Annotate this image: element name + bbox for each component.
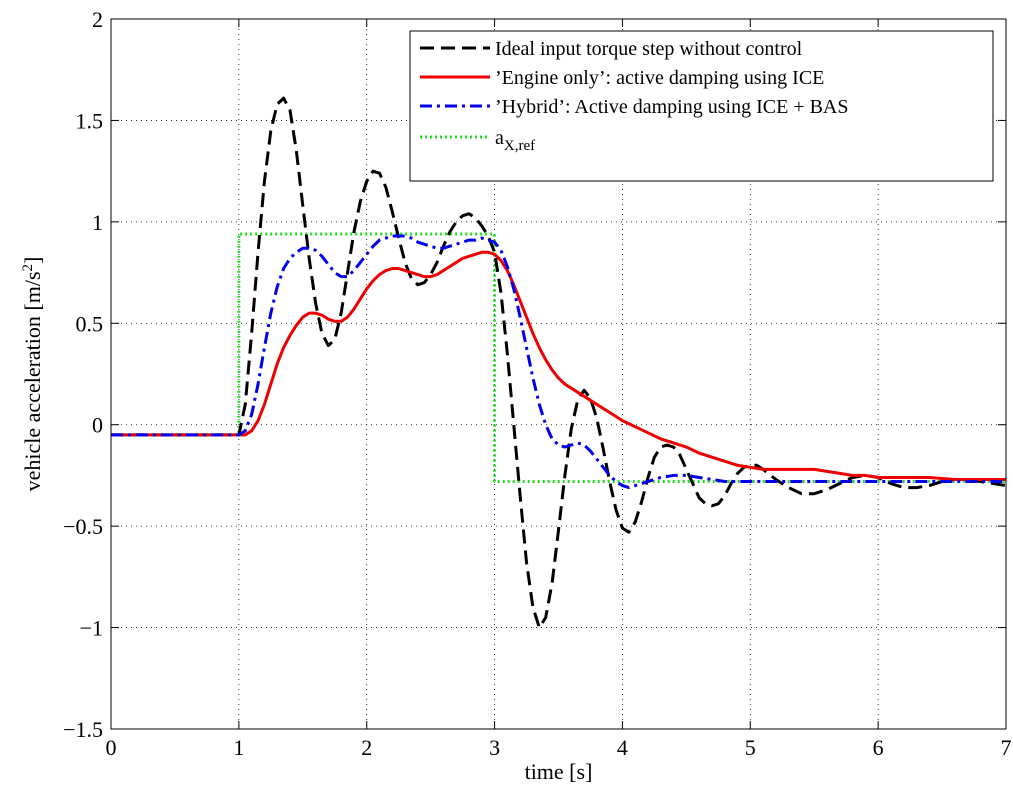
x-tick-label: 3 bbox=[489, 735, 500, 760]
y-tick-label: 1 bbox=[92, 210, 103, 235]
legend-label-reference: aX,ref bbox=[495, 127, 535, 154]
y-tick-label: −1.5 bbox=[63, 717, 103, 742]
y-tick-label: 1.5 bbox=[76, 108, 104, 133]
legend: Ideal input torque step without control … bbox=[409, 30, 994, 182]
y-tick-label: −1 bbox=[80, 616, 103, 641]
y-axis-label-text: vehicle acceleration [m/s bbox=[20, 271, 45, 491]
plot-frame bbox=[110, 18, 1007, 730]
ticks bbox=[110, 18, 1007, 730]
legend-label-reference-subscript: X,ref bbox=[504, 138, 535, 154]
y-axis-label-superscript: 2 bbox=[20, 264, 36, 272]
legend-label-hybrid: ’Hybrid’: Active damping using ICE + BAS bbox=[495, 96, 848, 118]
legend-label-engine-only: ’Engine only’: active damping using ICE bbox=[495, 67, 824, 89]
y-axis-label-end: ] bbox=[20, 257, 45, 264]
y-tick-label: −0.5 bbox=[63, 514, 103, 539]
legend-box bbox=[409, 30, 994, 182]
series-reference-line bbox=[111, 232, 1006, 484]
legend-label-reference-main: a bbox=[495, 127, 504, 149]
series-ideal-line bbox=[111, 96, 1007, 630]
y-axis-label: vehicle acceleration [m/s2] bbox=[20, 257, 45, 492]
x-tick-label: 0 bbox=[106, 735, 117, 760]
x-axis-label: time [s] bbox=[525, 759, 593, 784]
legend-label-ideal: Ideal input torque step without control bbox=[495, 38, 803, 60]
tick-labels: 0 1 2 3 4 5 6 7 −1.5 −1 −0.5 0 0.5 1 1.5 2 bbox=[63, 7, 1011, 760]
x-tick-label: 1 bbox=[233, 735, 244, 760]
x-tick-label: 7 bbox=[1001, 735, 1012, 760]
series-hybrid-line bbox=[111, 234, 1006, 490]
series-lines bbox=[111, 96, 1007, 630]
x-tick-label: 2 bbox=[361, 735, 372, 760]
series-engine-only-line bbox=[111, 250, 1006, 481]
x-tick-label: 4 bbox=[617, 735, 628, 760]
y-tick-label: 0 bbox=[92, 413, 103, 438]
y-tick-label: 2 bbox=[92, 7, 103, 32]
x-tick-label: 5 bbox=[745, 735, 756, 760]
x-tick-label: 6 bbox=[873, 735, 884, 760]
y-tick-label: 0.5 bbox=[76, 311, 104, 336]
